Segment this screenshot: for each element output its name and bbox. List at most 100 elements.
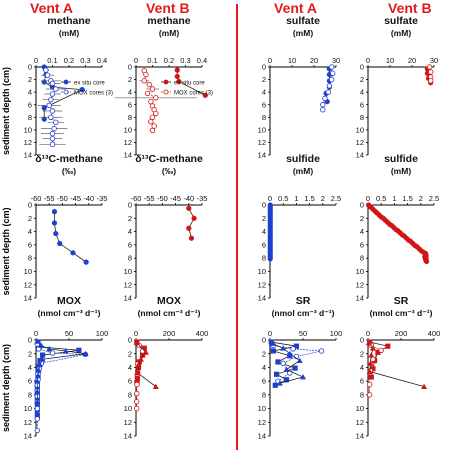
y-tick-label: 6 [28, 100, 32, 109]
data-point [385, 343, 391, 349]
chart-title: δ¹³C-methane [35, 153, 103, 165]
data-point [202, 92, 208, 98]
y-tick-label: 4 [28, 363, 32, 372]
data-point [320, 107, 326, 113]
data-point [53, 119, 59, 126]
chart-title: sulfate [384, 15, 418, 27]
y-tick-label: 0 [262, 336, 266, 345]
x-tick-label: 0 [34, 56, 38, 65]
data-point [35, 367, 42, 373]
y-tick-label: 2 [262, 349, 266, 358]
data-point [49, 135, 56, 142]
chart-methane-a: methane(mM) 0 0.1 0.2 0.3 0.4 0 2 4 6 8 10 12 14 ex si… [24, 15, 113, 160]
y-tick-label: 8 [28, 254, 32, 263]
data-point [267, 256, 273, 262]
x-tick-label: 10 [288, 56, 296, 65]
data-point [296, 357, 303, 363]
data-point [41, 116, 47, 122]
data-point [378, 347, 384, 353]
chart-sulfate-a: sulfate(mM) 0 10 20 30 0 2 4 6 8 10 12 14 [258, 15, 341, 160]
data-point [34, 427, 41, 434]
x-tick-label: 10 [386, 56, 394, 65]
data-point [280, 345, 287, 351]
data-point [293, 343, 299, 349]
y-tick-label: 8 [28, 113, 32, 122]
y-tick-label: 12 [124, 280, 132, 289]
legend-marker [63, 79, 69, 85]
data-point [135, 361, 142, 368]
data-point [428, 69, 434, 75]
x-tick-label: 0.2 [164, 56, 174, 65]
y-tick-label: 10 [258, 125, 266, 134]
legend-label: ex situ core [174, 81, 205, 87]
y-tick-label: 0 [28, 63, 32, 72]
chart-sr-b: SR(nmol cm⁻³ d⁻¹) 0 200 400 0 2 4 6 8 10 12 14 [356, 295, 441, 441]
chart-units: (nmol cm⁻³ d⁻¹) [38, 308, 101, 318]
y-tick-label: 8 [262, 254, 266, 263]
data-point [186, 205, 192, 211]
data-point [368, 374, 374, 380]
data-point [292, 365, 298, 371]
x-tick-label: 1.5 [402, 194, 412, 203]
data-point [142, 349, 149, 355]
legend-marker [163, 79, 169, 85]
x-tick-label: -45 [70, 194, 81, 203]
data-point [328, 76, 335, 83]
chart-d13c-a: δ¹³C-methane(‰) -60 -55 -50 -45 -40 -35 0 2 4 6 8 10… [24, 153, 108, 303]
y-tick-label: 10 [24, 404, 32, 413]
y-tick-label: 2 [128, 349, 132, 358]
y-tick-label: 0 [360, 336, 364, 345]
data-point [421, 383, 428, 390]
y-tick-label: 10 [124, 404, 132, 413]
data-point [191, 215, 197, 221]
data-point [270, 348, 276, 354]
y-tick-label: 0 [28, 336, 32, 345]
x-tick-label: 0 [268, 329, 272, 338]
chart-units: (mM) [391, 166, 411, 176]
x-tick-label: 0 [134, 56, 138, 65]
y-tick-label: 0 [262, 201, 266, 210]
y-tick-label: 12 [258, 418, 266, 427]
data-point [283, 377, 290, 383]
y-tick-label: 12 [258, 280, 266, 289]
y-tick-label: 14 [356, 294, 364, 303]
y-tick-label: 14 [24, 151, 32, 160]
y-tick-label: 8 [262, 113, 266, 122]
data-point [40, 352, 46, 358]
y-tick-label: 12 [24, 418, 32, 427]
data-point [140, 352, 146, 358]
data-point [134, 381, 140, 388]
data-point [366, 392, 373, 398]
data-point [283, 366, 290, 372]
section-divider [236, 4, 238, 450]
y-tick-label: 4 [262, 363, 266, 372]
data-point [34, 416, 41, 422]
data-point [152, 383, 159, 390]
x-tick-label: 100 [96, 329, 109, 338]
y-tick-label: 2 [262, 214, 266, 223]
y-tick-label: 6 [28, 240, 32, 249]
data-point [326, 83, 333, 89]
chart-units: (‰) [162, 166, 176, 176]
y-tick-label: 6 [262, 100, 266, 109]
y-tick-label: 14 [124, 432, 132, 441]
y-tick-label: 2 [360, 214, 364, 223]
y-tick-label: 6 [128, 377, 132, 386]
x-tick-label: -35 [97, 194, 108, 203]
data-point [274, 371, 280, 377]
y-axis-label: sediment depth (cm) [1, 207, 11, 295]
y-tick-label: 6 [360, 100, 364, 109]
y-tick-label: 8 [128, 254, 132, 263]
y-tick-label: 2 [360, 349, 364, 358]
y-tick-label: 12 [124, 418, 132, 427]
vent-b-header-left: Vent B [146, 0, 190, 16]
data-point [51, 125, 57, 132]
chart-units: (mM) [293, 166, 313, 176]
y-tick-label: 2 [128, 75, 132, 84]
x-tick-label: 0 [268, 194, 272, 203]
data-point [133, 339, 140, 346]
x-tick-label: 30 [332, 56, 340, 65]
data-point [366, 368, 373, 374]
data-point [41, 79, 47, 85]
chart-units: (mM) [391, 28, 411, 38]
